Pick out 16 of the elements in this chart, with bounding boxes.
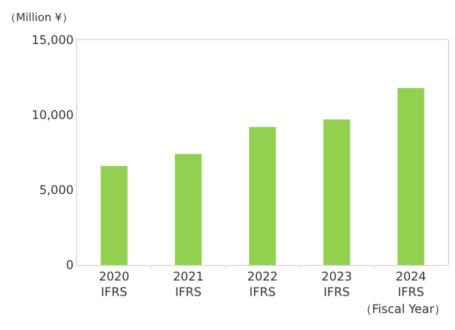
bar — [398, 88, 424, 265]
x-tick-label: 2024 IFRS — [396, 269, 426, 299]
y-tick-label: 15,000 — [32, 33, 74, 48]
bar — [100, 166, 128, 265]
bar — [323, 120, 350, 265]
x-tick-label: 2021 IFRS — [173, 269, 204, 299]
x-axis-title: （Fiscal Year） — [360, 302, 446, 316]
bar — [249, 127, 276, 265]
x-tick-label: 2022 IFRS — [247, 269, 278, 299]
y-tick-label: 5,000 — [39, 183, 74, 198]
x-tick-label: 2020 IFRS — [98, 269, 130, 299]
bar — [174, 154, 202, 265]
y-axis-title: （Million ¥） — [5, 11, 73, 24]
y-tick-label: 10,000 — [32, 108, 74, 122]
y-tick-label: 0 — [66, 258, 74, 272]
x-tick-label: 2023 IFRS — [321, 269, 352, 299]
